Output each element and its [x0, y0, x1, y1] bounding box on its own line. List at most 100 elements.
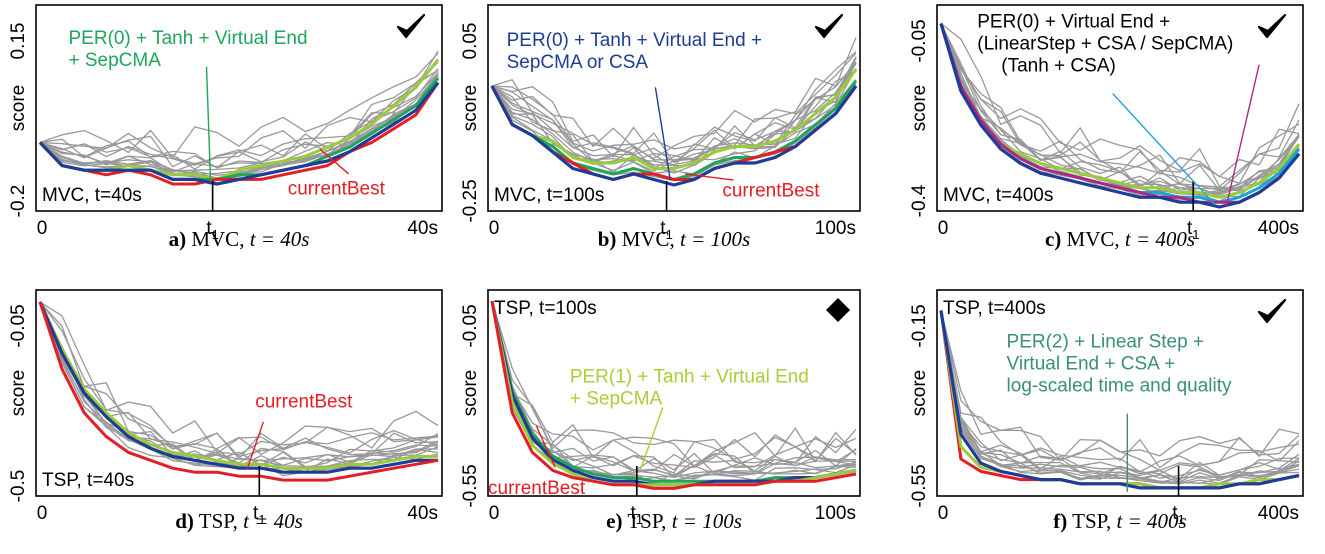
- caption-time: t = 100s: [680, 227, 751, 251]
- checkmark-icon: [396, 13, 426, 39]
- gray-run-line: [39, 301, 439, 467]
- gray-run-line: [39, 301, 439, 468]
- y-tick-label: -0.15: [909, 304, 930, 347]
- annotation-leader-line: [205, 66, 212, 183]
- gray-run-line: [491, 301, 857, 479]
- caption-letter: e): [606, 509, 623, 533]
- caption-letter: d): [175, 509, 194, 533]
- annotation-line: PER(0) + Tanh + Virtual End: [68, 28, 307, 49]
- y-tick-label: -0.55: [909, 464, 930, 507]
- x-tick-label: 40s: [407, 503, 438, 524]
- annotation-text: PER(0) + Virtual End + (LinearStep + CSA …: [977, 12, 1233, 77]
- caption-letter: b): [597, 227, 617, 251]
- y-tick-label: 0.15: [8, 23, 29, 60]
- gray-run-line: [39, 301, 439, 458]
- annotation-line: currentBest: [488, 478, 586, 499]
- plot-frame: [35, 289, 443, 497]
- y-tick-label: -0.05: [909, 19, 930, 62]
- x-tick-subscript: 1: [258, 512, 265, 527]
- panel-caption: a) MVC, t = 40s: [19, 227, 459, 252]
- panel-inset-label: TSP, t=40s: [42, 470, 134, 491]
- x-tick-label: 0: [489, 503, 500, 524]
- gray-run-line: [940, 23, 1300, 178]
- panel-inset-label: MVC, t=100s: [494, 185, 604, 206]
- gray-run-line: [940, 310, 1300, 462]
- annotation-text: currentBest: [488, 478, 586, 499]
- annotation-line: PER(1) + Tanh + Virtual End: [570, 367, 809, 388]
- annotation-text: currentBest: [722, 181, 820, 202]
- x-tick-label: 100s: [815, 218, 856, 239]
- gray-run-line: [491, 301, 857, 475]
- gray-run-line: [39, 301, 439, 469]
- annotation-leader-line: [319, 148, 350, 175]
- x-tick-subscript: 1: [636, 512, 643, 527]
- y-tick-label: -0.25: [460, 179, 481, 222]
- y-tick-label: -0.05: [8, 304, 29, 347]
- annotation-leader-line: [639, 407, 664, 470]
- gray-run-line: [39, 301, 439, 473]
- annotation-line: (Tanh + CSA): [1001, 56, 1116, 77]
- caption-task: MVC,: [616, 227, 681, 251]
- x-tick-label: 100s: [815, 503, 856, 524]
- y-tick-label: -0.05: [460, 304, 481, 347]
- gray-run-line: [940, 310, 1300, 473]
- annotation-line: currentBest: [288, 179, 386, 200]
- annotation-line: PER(0) + Tanh + Virtual End +: [507, 30, 762, 51]
- caption-task: MVC,: [1061, 227, 1125, 251]
- caption-task: TSP,: [622, 509, 672, 533]
- y-axis-label: score: [460, 370, 481, 416]
- y-tick-label: -0.5: [8, 470, 29, 503]
- diamond-icon: [826, 298, 850, 322]
- panel-caption: b) MVC, t = 100s: [454, 227, 894, 252]
- gray-run-line: [940, 22, 1300, 188]
- series-line-blue: [939, 23, 1301, 209]
- annotation-text: currentBest: [288, 179, 386, 200]
- x-tick-label: 400s: [1258, 218, 1299, 239]
- gray-run-line: [491, 68, 857, 174]
- annotation-leader-line: [246, 421, 265, 470]
- y-axis-label: score: [460, 85, 481, 131]
- panel-caption: c) MVC, t = 400s: [900, 227, 1325, 252]
- caption-task: TSP,: [1067, 509, 1117, 533]
- y-tick-label: -0.55: [460, 464, 481, 507]
- panel-inset-label: TSP, t=100s: [494, 298, 597, 319]
- x-tick-subscript: 1: [666, 227, 673, 242]
- series-line-lime: [38, 301, 438, 470]
- plot-frame: [936, 289, 1304, 497]
- annotation-leader-line: [535, 425, 556, 468]
- caption-letter: f): [1053, 509, 1068, 533]
- annotation-line: PER(0) + Virtual End +: [977, 12, 1170, 33]
- annotation-leader-line: [1225, 64, 1260, 208]
- annotation-text: currentBest: [255, 391, 353, 412]
- panel-inset-label: TSP, t=400s: [943, 298, 1046, 319]
- caption-time: t = 40s: [243, 509, 303, 533]
- plot-frame: [487, 289, 861, 497]
- annotation-text: PER(1) + Tanh + Virtual End + SepCMA: [570, 367, 809, 410]
- annotation-leader-line: [685, 173, 734, 181]
- panel-caption: e) TSP, t = 100s: [454, 509, 894, 534]
- series-line-blue: [38, 301, 438, 474]
- y-tick-label: -0.4: [909, 184, 930, 217]
- annotation-line: currentBest: [255, 391, 353, 412]
- y-axis-label: score: [8, 85, 29, 131]
- gray-run-line: [39, 69, 439, 170]
- caption-time: t = 400s: [1116, 509, 1187, 533]
- checkmark-icon: [1257, 298, 1287, 324]
- x-tick-subscript: 1: [1178, 512, 1185, 527]
- series-line-blue: [490, 85, 858, 187]
- gray-run-line: [940, 23, 1300, 196]
- caption-task: MVC,: [186, 227, 250, 251]
- annotation-line: currentBest: [722, 181, 820, 202]
- y-tick-label: -0.2: [8, 185, 29, 218]
- checkmark-icon: [814, 13, 844, 39]
- panel-caption: d) TSP, t = 40s: [19, 509, 459, 534]
- caption-letter: a): [168, 227, 187, 251]
- annotation-line: + SepCMA: [570, 389, 663, 410]
- x-tick-label: 40s: [407, 218, 438, 239]
